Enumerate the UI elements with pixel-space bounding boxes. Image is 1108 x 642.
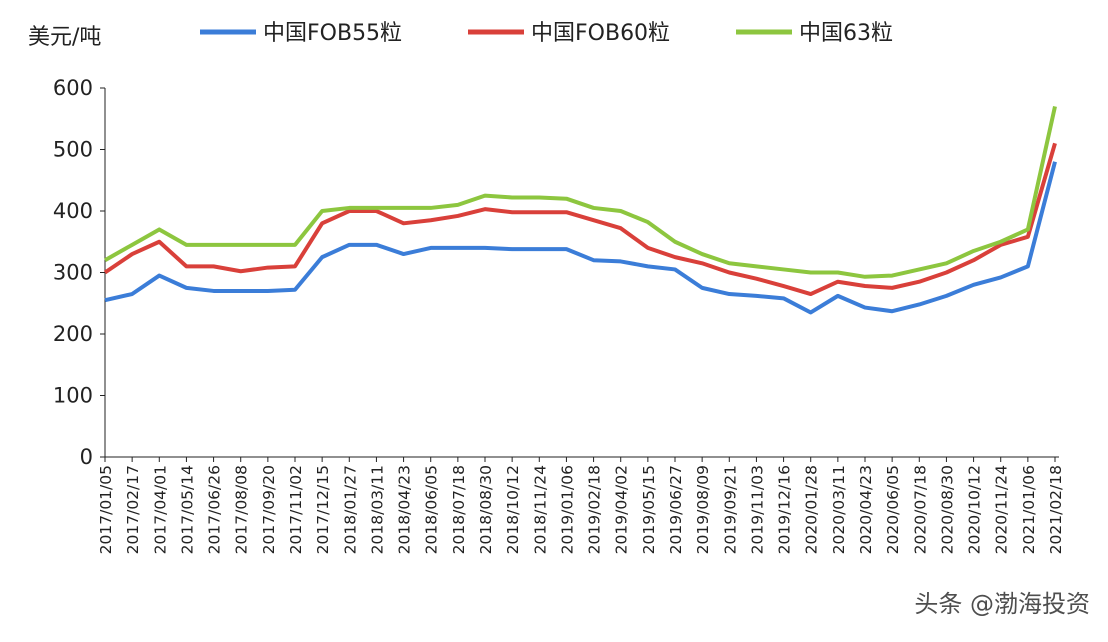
x-tick-label: 2018/08/30 (477, 465, 495, 554)
legend-label: 中国FOB55粒 (263, 21, 402, 46)
x-tick-label: 2019/04/02 (613, 465, 631, 554)
x-tick-label: 2017/05/14 (178, 465, 196, 554)
series-line (104, 106, 1057, 279)
x-tick-label: 2017/12/15 (314, 465, 332, 554)
x-tick-label: 2017/08/08 (233, 465, 251, 554)
y-tick-label: 500 (53, 138, 93, 162)
x-tick-label: 2021/02/18 (1047, 465, 1065, 554)
x-tick-label: 2017/01/05 (97, 465, 115, 554)
x-tick-label: 2019/12/16 (776, 465, 794, 554)
legend-label: 中国63粒 (799, 21, 893, 46)
x-tick-label: 2018/10/12 (504, 465, 522, 554)
x-tick-label: 2019/09/21 (721, 465, 739, 554)
x-tick-label: 2019/06/27 (667, 465, 685, 554)
watermark: 头条 @渤海投资 (914, 590, 1090, 618)
x-tick-label: 2017/06/26 (206, 465, 224, 554)
x-tick-label: 2020/04/23 (857, 465, 875, 554)
y-tick-label: 100 (53, 384, 93, 408)
x-tick-label: 2020/08/30 (938, 465, 956, 554)
x-tick-label: 2018/04/23 (396, 465, 414, 554)
x-tick-label: 2018/01/27 (341, 465, 359, 554)
x-tick-label: 2020/11/24 (993, 465, 1011, 554)
y-axis-label: 美元/吨 (28, 25, 101, 50)
x-tick-label: 2020/07/18 (911, 465, 929, 554)
x-tick-label: 2017/04/01 (151, 465, 169, 554)
x-tick-label: 2020/01/28 (803, 465, 821, 554)
x-tick-label: 2018/06/05 (423, 465, 441, 554)
x-tick-label: 2017/09/20 (260, 465, 278, 554)
x-tick-label: 2020/06/05 (884, 465, 902, 554)
y-tick-label: 300 (53, 261, 93, 285)
x-tick-label: 2018/07/18 (450, 465, 468, 554)
legend-label: 中国FOB60粒 (531, 21, 670, 46)
y-tick-label: 600 (53, 76, 93, 100)
x-tick-label: 2019/08/09 (694, 465, 712, 554)
x-tick-label: 2017/11/02 (287, 465, 305, 554)
x-tick-label: 2018/11/24 (531, 465, 549, 554)
y-tick-label: 400 (53, 199, 93, 223)
series-line (103, 142, 1057, 297)
x-tick-label: 2019/05/15 (640, 465, 658, 554)
x-tick-label: 2020/10/12 (966, 465, 984, 554)
y-tick-label: 200 (53, 322, 93, 346)
y-tick-label: 0 (80, 445, 93, 469)
x-tick-label: 2017/02/17 (124, 465, 142, 554)
x-tick-label: 2020/03/11 (830, 465, 848, 554)
series-line (104, 161, 1057, 315)
x-tick-label: 2018/03/11 (368, 465, 386, 554)
x-tick-label: 2019/11/03 (748, 465, 766, 554)
x-tick-label: 2019/02/18 (586, 465, 604, 554)
x-tick-label: 2021/01/06 (1020, 465, 1038, 554)
x-tick-label: 2019/01/06 (558, 465, 576, 554)
